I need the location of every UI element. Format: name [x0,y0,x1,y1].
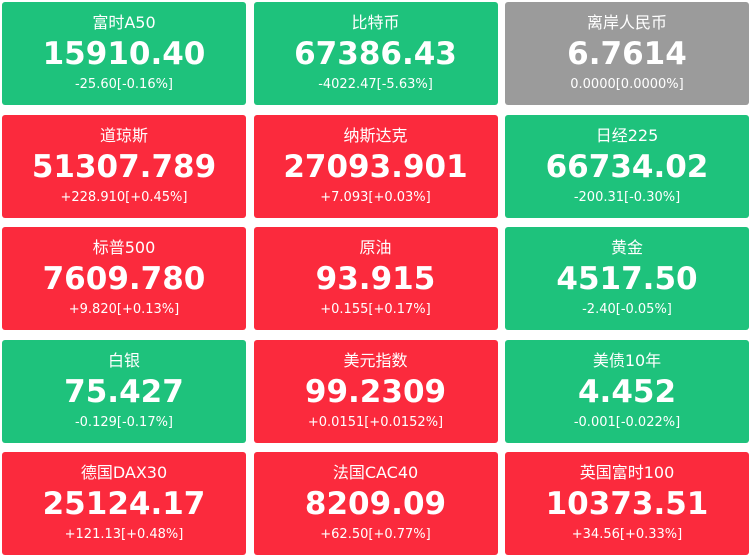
quote-name: 标普500 [92,238,156,257]
quote-tile[interactable]: 标普500 7609.780 +9.820[+0.13%] [2,227,246,330]
quote-price: 10373.51 [545,486,709,522]
quote-price: 27093.901 [283,148,468,185]
quote-change: -0.129[-0.17%] [74,414,174,430]
quote-tile[interactable]: 比特币 67386.43 -4022.47[-5.63%] [253,2,498,105]
quote-price: 67386.43 [294,36,457,72]
quote-tile[interactable]: 美债10年 4.452 -0.001[-0.022%] [505,339,749,443]
quote-change: +121.13[+0.48%] [64,527,184,542]
quote-change: +7.093[+0.03%] [320,189,431,205]
quote-change: +0.155[+0.17%] [320,302,431,317]
quote-change: +34.56[+0.33%] [571,527,683,542]
quote-tile[interactable]: 道琼斯 51307.789 +228.910[+0.45%] [2,114,246,218]
quote-name: 黄金 [610,238,643,257]
quote-price: 66734.02 [545,148,709,185]
quote-name: 纳斯达克 [343,125,408,145]
quote-change: +9.820[+0.13%] [68,302,180,317]
quote-price: 93.915 [315,261,436,297]
quote-name: 比特币 [351,13,400,32]
quote-tile[interactable]: 纳斯达克 27093.901 +7.093[+0.03%] [253,114,498,218]
quote-name: 法国CAC40 [332,463,419,482]
quote-name: 美债10年 [592,350,662,370]
quote-name: 离岸人民币 [586,13,667,32]
quote-price: 4517.50 [556,261,698,297]
quote-tile[interactable]: 德国DAX30 25124.17 +121.13[+0.48%] [2,452,246,555]
quote-name: 道琼斯 [99,125,148,145]
quote-name: 富时A50 [92,13,156,32]
quote-price: 51307.789 [31,148,217,185]
quote-change: -25.60[-0.16%] [74,77,174,92]
quote-name: 德国DAX30 [80,463,168,482]
quote-tile[interactable]: 白银 75.427 -0.129[-0.17%] [2,339,246,443]
quote-price: 6.7614 [567,36,687,72]
quote-tile[interactable]: 原油 93.915 +0.155[+0.17%] [253,227,498,330]
quote-change: +62.50[+0.77%] [320,527,431,542]
quote-change: -2.40[-0.05%] [582,302,672,317]
quote-price: 8209.09 [304,486,447,522]
quote-price: 25124.17 [42,486,206,522]
quote-change: 0.0000[0.0000%] [570,77,684,92]
quote-change: +228.910[+0.45%] [60,189,188,205]
quote-change: +0.0151[+0.0152%] [307,414,444,430]
quote-tile[interactable]: 日经225 66734.02 -200.31[-0.30%] [505,114,749,218]
quote-name: 美元指数 [343,350,408,370]
quote-price: 15910.40 [42,36,206,72]
quote-name: 原油 [359,238,392,257]
quote-change: -0.001[-0.022%] [573,414,681,430]
quote-price: 7609.780 [42,261,206,297]
quote-tile[interactable]: 美元指数 99.2309 +0.0151[+0.0152%] [253,339,498,443]
quote-name: 日经225 [595,125,659,145]
quote-price: 75.427 [64,373,184,410]
quote-price: 99.2309 [304,373,447,410]
quote-change: -4022.47[-5.63%] [318,77,433,92]
quote-name: 白银 [107,350,140,370]
quote-price: 4.452 [577,373,677,410]
quote-tile[interactable]: 离岸人民币 6.7614 0.0000[0.0000%] [505,2,749,105]
quote-name: 英国富时100 [579,463,675,482]
quote-tile[interactable]: 英国富时100 10373.51 +34.56[+0.33%] [505,452,749,555]
quote-tile[interactable]: 富时A50 15910.40 -25.60[-0.16%] [2,2,246,105]
quote-change: -200.31[-0.30%] [573,189,681,205]
quote-tile[interactable]: 黄金 4517.50 -2.40[-0.05%] [505,227,749,330]
quote-tile[interactable]: 法国CAC40 8209.09 +62.50[+0.77%] [253,452,498,555]
